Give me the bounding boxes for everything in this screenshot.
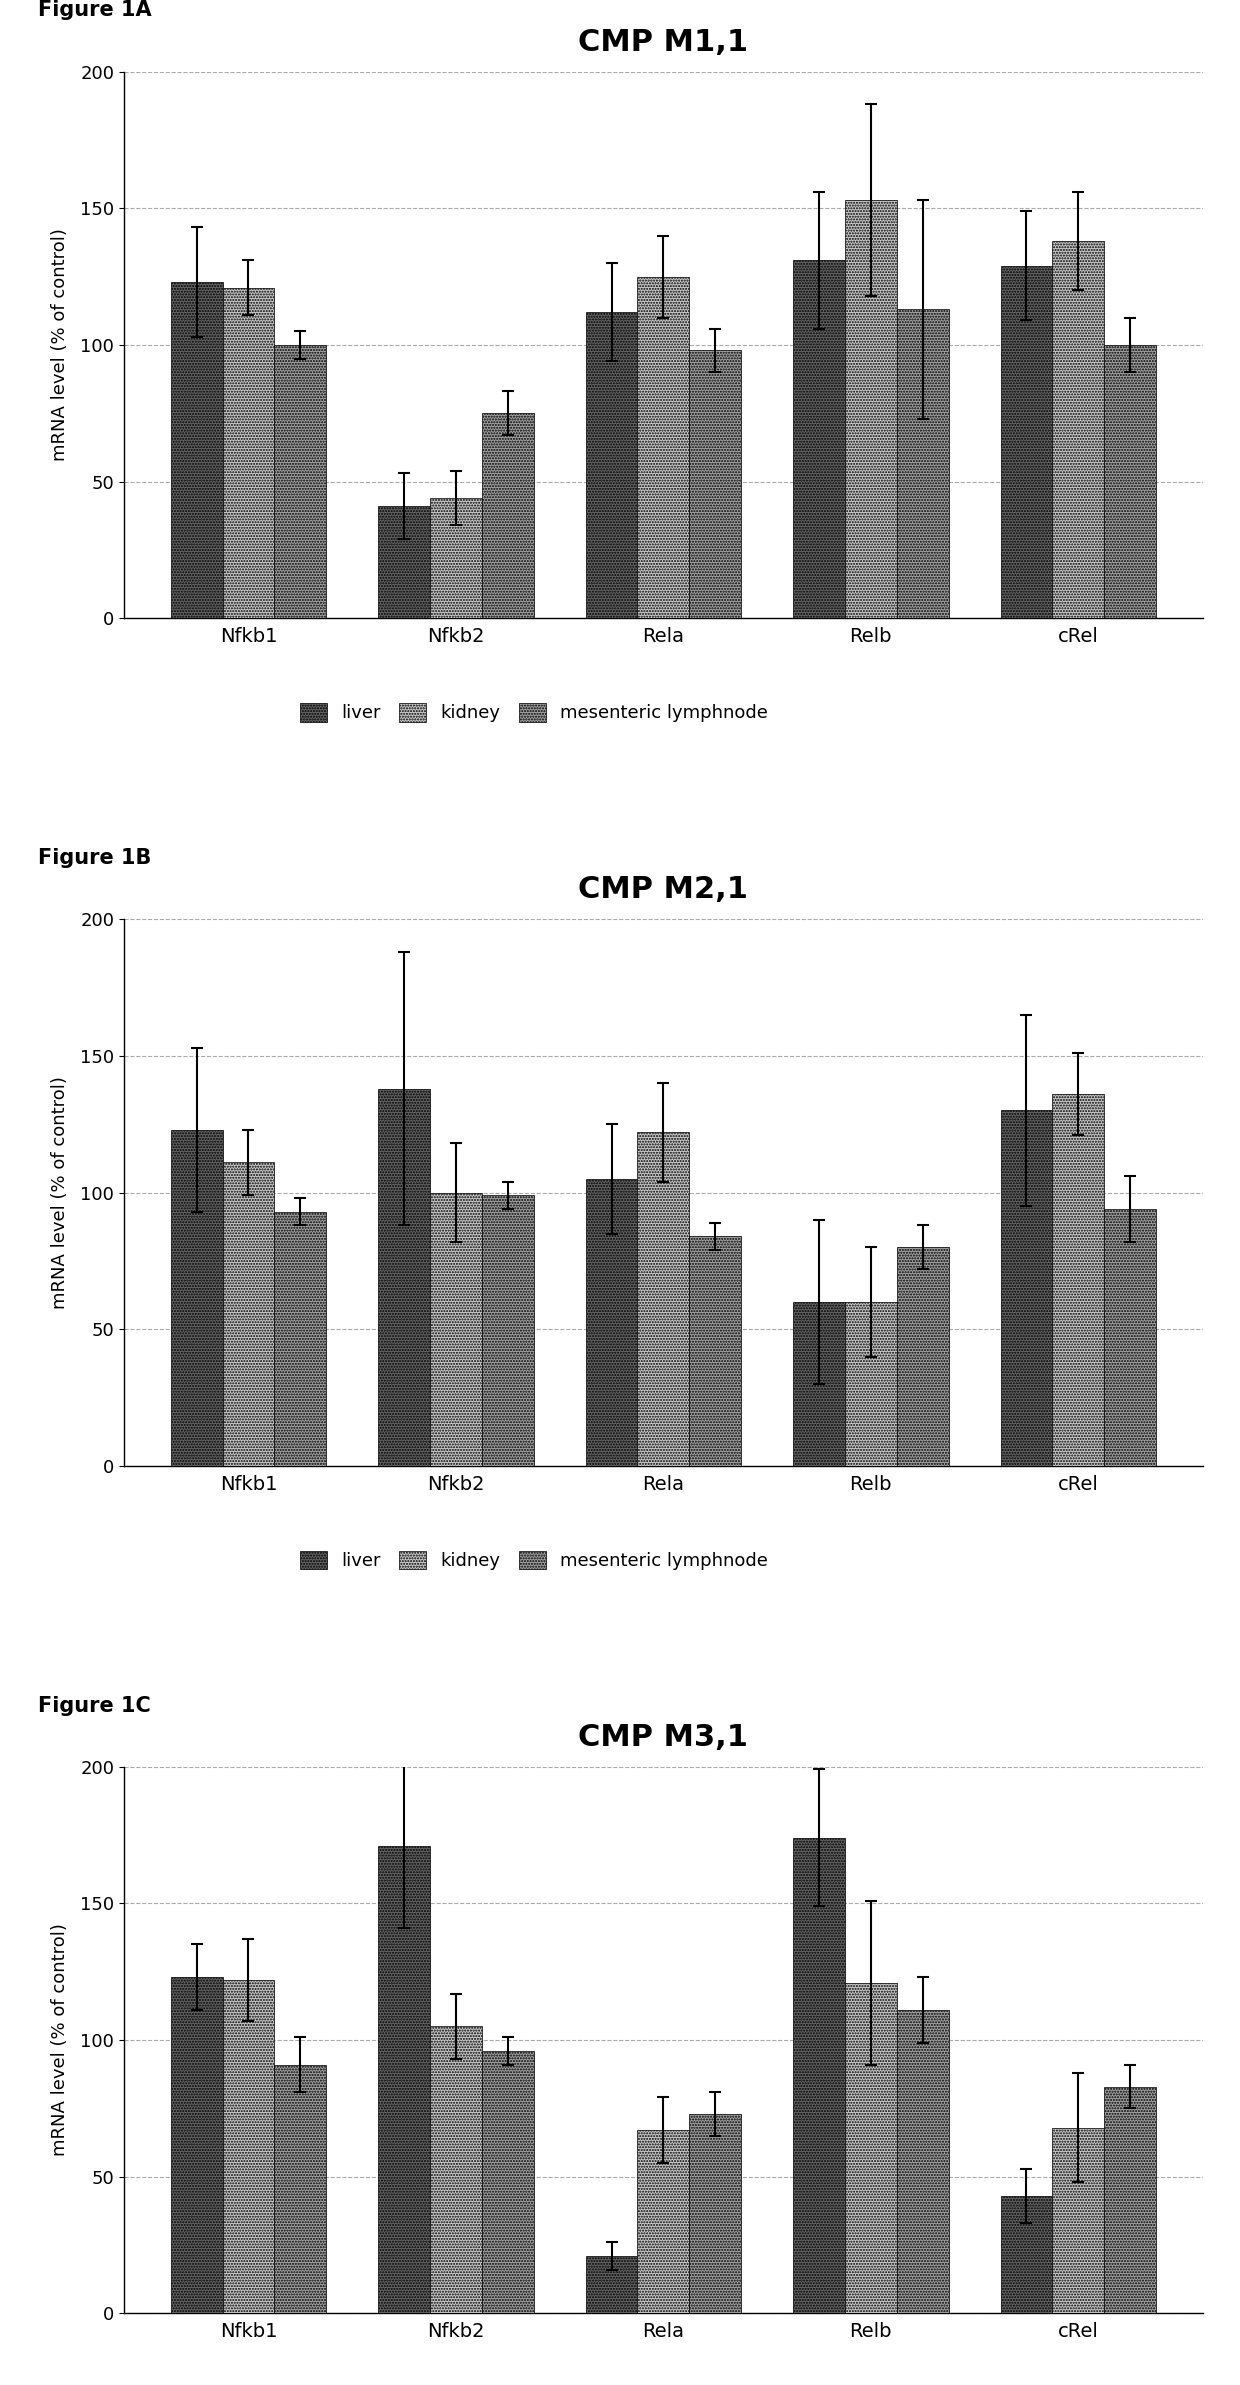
Bar (897, 1247, 949, 1467)
Bar (637, 277, 689, 618)
Bar (378, 506, 430, 618)
Bar (637, 2130, 689, 2313)
Bar (1105, 346, 1156, 618)
Bar (897, 2011, 949, 2313)
Bar (222, 1161, 274, 1467)
Bar (585, 1178, 637, 1467)
Bar (1001, 265, 1053, 618)
Bar (1053, 2127, 1105, 2313)
Bar (274, 2065, 326, 2313)
Bar (274, 346, 326, 618)
Bar (222, 1980, 274, 2313)
Bar (794, 1839, 844, 2313)
Bar (844, 200, 897, 618)
Title: CMP M1,1: CMP M1,1 (578, 29, 749, 57)
Bar (171, 281, 222, 618)
Bar (1053, 1095, 1105, 1467)
Title: CMP M3,1: CMP M3,1 (578, 1722, 749, 1753)
Bar (430, 1192, 482, 1467)
Bar (637, 1133, 689, 1467)
Bar (1105, 2087, 1156, 2313)
Bar (897, 310, 949, 618)
Text: Figure 1A: Figure 1A (37, 0, 151, 21)
Bar (689, 2113, 742, 2313)
Y-axis label: mRNA level (% of control): mRNA level (% of control) (51, 1925, 69, 2156)
Bar (794, 260, 844, 618)
Legend: liver, kidney, mesenteric lymphnode: liver, kidney, mesenteric lymphnode (293, 1543, 775, 1576)
Bar (1001, 2197, 1053, 2313)
Bar (482, 1195, 533, 1467)
Bar (378, 1846, 430, 2313)
Bar (482, 2051, 533, 2313)
Bar (171, 1977, 222, 2313)
Y-axis label: mRNA level (% of control): mRNA level (% of control) (51, 229, 69, 460)
Y-axis label: mRNA level (% of control): mRNA level (% of control) (51, 1076, 69, 1309)
Bar (482, 413, 533, 618)
Bar (171, 1130, 222, 1467)
Bar (378, 1088, 430, 1467)
Bar (430, 2027, 482, 2313)
Bar (844, 1982, 897, 2313)
Bar (1053, 241, 1105, 618)
Text: Figure 1C: Figure 1C (37, 1696, 150, 1715)
Bar (585, 312, 637, 618)
Bar (689, 351, 742, 618)
Bar (1105, 1209, 1156, 1467)
Bar (844, 1302, 897, 1467)
Title: CMP M2,1: CMP M2,1 (578, 875, 749, 904)
Legend: liver, kidney, mesenteric lymphnode: liver, kidney, mesenteric lymphnode (293, 696, 775, 730)
Bar (222, 289, 274, 618)
Bar (585, 2256, 637, 2313)
Bar (1001, 1111, 1053, 1467)
Bar (794, 1302, 844, 1467)
Text: Figure 1B: Figure 1B (37, 849, 151, 868)
Bar (274, 1212, 326, 1467)
Bar (430, 498, 482, 618)
Bar (689, 1235, 742, 1467)
